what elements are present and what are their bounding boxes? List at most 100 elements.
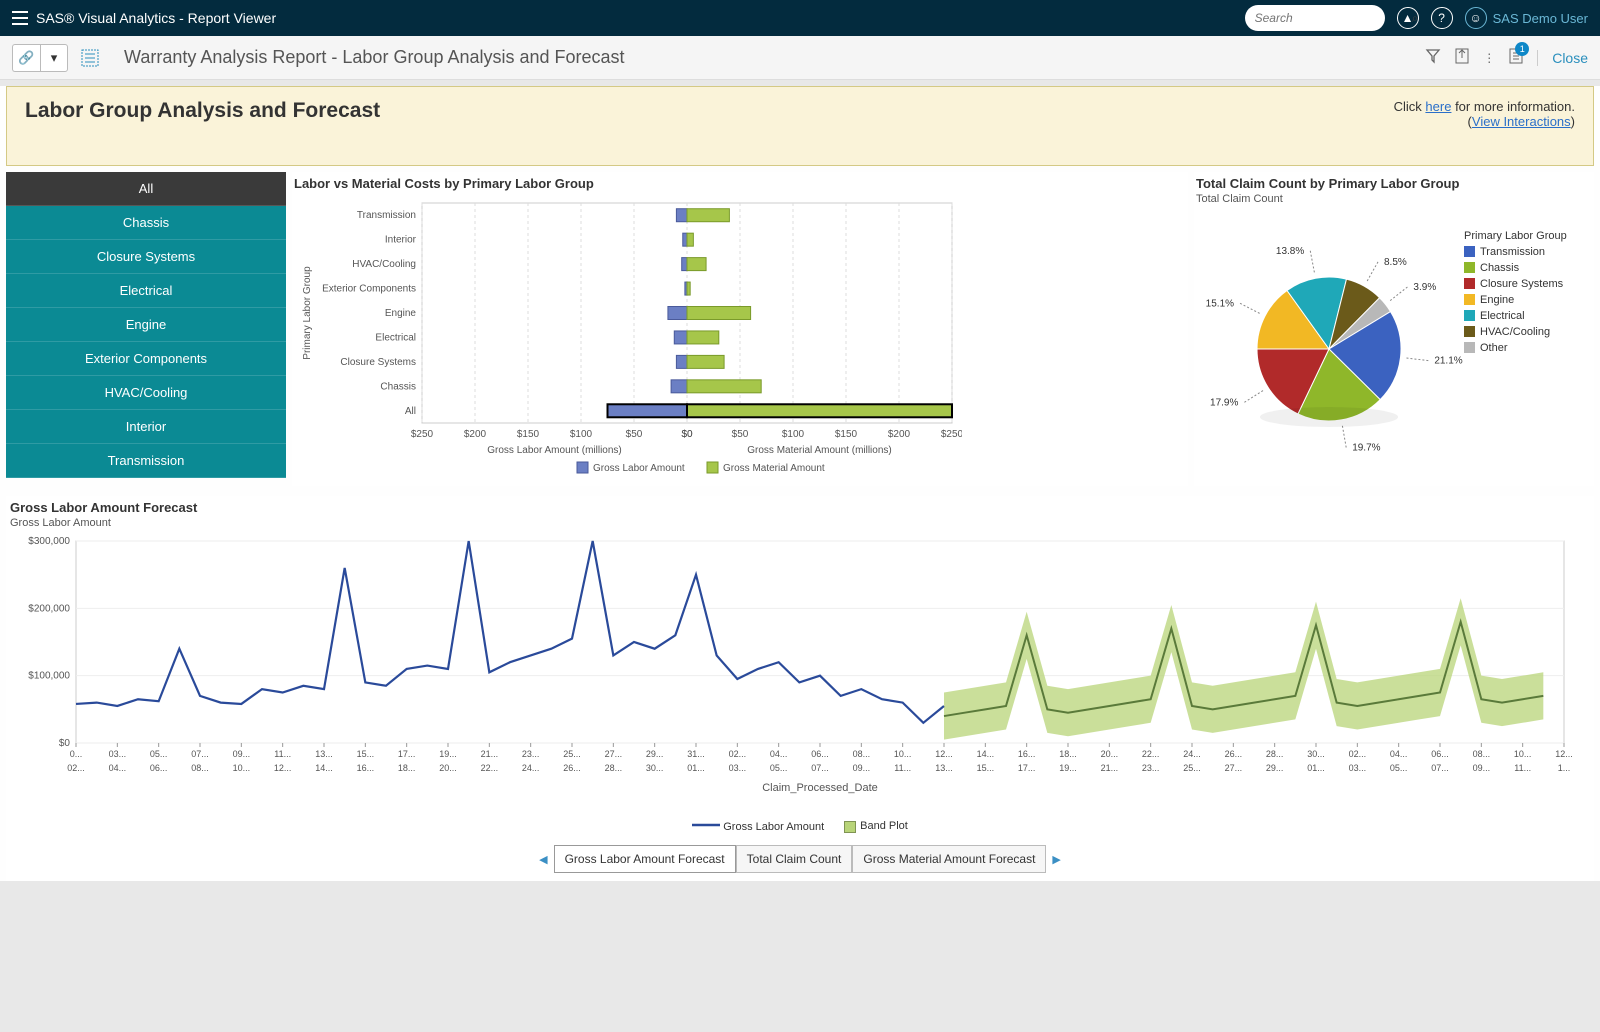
svg-text:Closure Systems: Closure Systems (340, 357, 416, 368)
svg-text:27...: 27... (1225, 763, 1243, 773)
tab-2[interactable]: Gross Material Amount Forecast (852, 845, 1046, 873)
svg-text:17.9%: 17.9% (1210, 397, 1238, 408)
svg-text:Gross Labor Amount (millions): Gross Labor Amount (millions) (487, 445, 622, 456)
search-input-wrap[interactable]: ⌕ (1245, 5, 1385, 31)
tab-0[interactable]: Gross Labor Amount Forecast (554, 845, 736, 873)
more-icon[interactable]: ⋮ (1483, 51, 1495, 65)
svg-text:24...: 24... (1183, 749, 1201, 759)
svg-text:19.7%: 19.7% (1352, 443, 1380, 454)
help-icon[interactable]: ? (1431, 7, 1453, 29)
filter-item-engine[interactable]: Engine (6, 308, 286, 342)
svg-text:09...: 09... (853, 763, 871, 773)
page-title: Labor Group Analysis and Forecast (25, 99, 380, 123)
tab-next[interactable]: ▶ (1052, 853, 1060, 866)
info-link[interactable]: here (1425, 99, 1451, 114)
svg-text:25...: 25... (563, 749, 581, 759)
svg-text:Claim_Processed_Date: Claim_Processed_Date (762, 782, 878, 794)
forecast-legend: Gross Labor Amount Band Plot (6, 816, 1594, 837)
svg-text:08...: 08... (1473, 749, 1491, 759)
close-button[interactable]: Close (1537, 50, 1588, 66)
bar-chart-title: Labor vs Material Costs by Primary Labor… (292, 172, 1188, 193)
report-canvas: Labor Group Analysis and Forecast Click … (0, 86, 1600, 881)
svg-text:05...: 05... (1390, 763, 1408, 773)
svg-text:$50: $50 (732, 429, 749, 440)
filter-item-chassis[interactable]: Chassis (6, 206, 286, 240)
link-button[interactable]: 🔗 (12, 44, 40, 72)
filter-item-closure-systems[interactable]: Closure Systems (6, 240, 286, 274)
tab-1[interactable]: Total Claim Count (736, 845, 853, 873)
view-interactions-link[interactable]: View Interactions (1472, 114, 1571, 129)
svg-text:05...: 05... (770, 763, 788, 773)
bar-chart-panel: Labor vs Material Costs by Primary Labor… (292, 172, 1188, 486)
svg-text:07...: 07... (811, 763, 829, 773)
svg-text:13...: 13... (935, 763, 953, 773)
svg-text:Gross Material Amount (million: Gross Material Amount (millions) (747, 445, 891, 456)
svg-text:20...: 20... (439, 763, 457, 773)
pie-chart[interactable]: 15.1%13.8%8.5%3.9%21.1%19.7%17.9%Primary… (1194, 209, 1594, 469)
notifications-icon[interactable]: ▲ (1397, 7, 1419, 29)
svg-text:03...: 03... (729, 763, 747, 773)
forecast-chart[interactable]: $0$100,000$200,000$300,0000...02...03...… (6, 533, 1576, 813)
svg-text:04...: 04... (109, 763, 127, 773)
svg-text:08...: 08... (191, 763, 209, 773)
user-name: SAS Demo User (1493, 11, 1588, 26)
svg-text:02...: 02... (1349, 749, 1367, 759)
svg-text:Interior: Interior (385, 235, 417, 246)
header-info: Click here for more information. (View I… (1394, 99, 1575, 129)
svg-text:3.9%: 3.9% (1413, 282, 1436, 293)
svg-text:12...: 12... (1555, 749, 1573, 759)
svg-text:18...: 18... (398, 763, 416, 773)
tab-prev[interactable]: ◀ (539, 853, 547, 866)
svg-text:$100,000: $100,000 (28, 671, 70, 682)
filter-item-all[interactable]: All (6, 172, 286, 206)
report-header: Labor Group Analysis and Forecast Click … (6, 86, 1594, 166)
svg-text:10...: 10... (233, 763, 251, 773)
svg-text:21...: 21... (1101, 763, 1119, 773)
svg-text:16...: 16... (357, 763, 375, 773)
svg-text:18...: 18... (1059, 749, 1077, 759)
svg-text:09...: 09... (233, 749, 251, 759)
svg-text:17...: 17... (1018, 763, 1036, 773)
svg-text:Engine: Engine (1480, 294, 1514, 306)
page-icon[interactable]: 1 (1509, 48, 1523, 67)
forecast-panel: Gross Labor Amount Forecast Gross Labor … (6, 496, 1594, 881)
svg-text:Closure Systems: Closure Systems (1480, 278, 1564, 290)
export-icon[interactable] (1455, 48, 1469, 67)
svg-text:14...: 14... (977, 749, 995, 759)
svg-text:Primary Labor Group: Primary Labor Group (1464, 230, 1567, 242)
filter-item-hvac-cooling[interactable]: HVAC/Cooling (6, 376, 286, 410)
svg-text:15...: 15... (357, 749, 375, 759)
link-button-group: 🔗 ▾ (12, 44, 68, 72)
svg-text:23...: 23... (1142, 763, 1160, 773)
svg-text:$100: $100 (782, 429, 805, 440)
filter-item-electrical[interactable]: Electrical (6, 274, 286, 308)
svg-text:19...: 19... (439, 749, 457, 759)
user-menu[interactable]: ☺ SAS Demo User (1465, 7, 1588, 29)
svg-text:27...: 27... (605, 749, 623, 759)
forecast-tabs: ◀ Gross Labor Amount ForecastTotal Claim… (6, 837, 1594, 881)
svg-text:HVAC/Cooling: HVAC/Cooling (352, 259, 416, 270)
search-input[interactable] (1255, 11, 1412, 25)
menu-icon[interactable] (12, 11, 28, 25)
svg-text:22...: 22... (1142, 749, 1160, 759)
svg-text:Electrical: Electrical (375, 332, 416, 343)
link-dropdown[interactable]: ▾ (40, 44, 68, 72)
filter-icon[interactable] (1425, 48, 1441, 67)
svg-text:0...: 0... (70, 749, 83, 759)
svg-text:22...: 22... (481, 763, 499, 773)
svg-text:28...: 28... (605, 763, 623, 773)
svg-text:$0: $0 (59, 738, 71, 749)
svg-text:Engine: Engine (385, 308, 417, 319)
svg-text:Chassis: Chassis (380, 381, 416, 392)
svg-text:All: All (405, 406, 416, 417)
svg-text:30...: 30... (1307, 749, 1325, 759)
svg-text:14...: 14... (315, 763, 333, 773)
bar-chart[interactable]: TransmissionInteriorHVAC/CoolingExterior… (292, 193, 962, 483)
list-view-button[interactable] (76, 44, 104, 72)
filter-item-transmission[interactable]: Transmission (6, 444, 286, 478)
filter-item-exterior-components[interactable]: Exterior Components (6, 342, 286, 376)
svg-text:02...: 02... (729, 749, 747, 759)
svg-text:8.5%: 8.5% (1384, 257, 1407, 268)
filter-item-interior[interactable]: Interior (6, 410, 286, 444)
svg-text:$250: $250 (411, 429, 434, 440)
